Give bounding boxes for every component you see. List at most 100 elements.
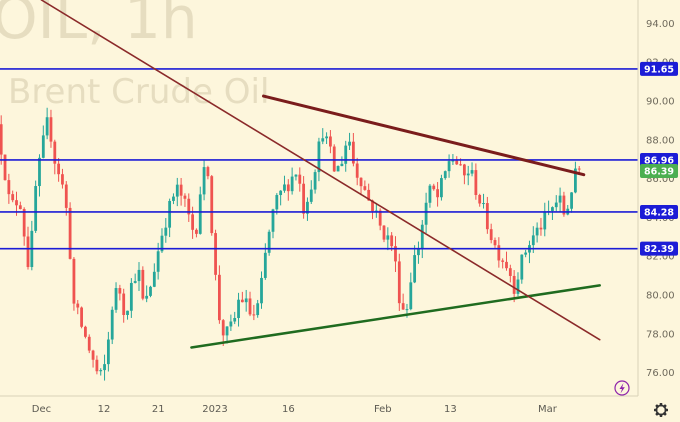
x-axis[interactable]: Dec 12 21 2023 16 Feb 13 Mar [32,404,558,415]
candle-body [129,282,133,311]
candle-body [53,141,57,164]
candle-body [72,258,76,304]
candle-body [34,186,38,231]
candle-body [68,207,72,259]
candle-body [175,184,179,197]
candle-body [225,326,229,336]
support-trendline[interactable] [190,284,601,349]
candle-body [279,190,283,196]
candle-body [474,170,478,196]
candle-body [302,183,306,214]
candle-body [482,203,485,205]
diagonal-trendline[interactable] [40,0,601,341]
candle-body [489,229,493,241]
candle-body [321,138,325,142]
candle-body [95,359,99,372]
candle-body [417,249,420,256]
candle-body [562,195,566,215]
candle-body [340,163,344,167]
x-tick-label: 12 [98,404,111,415]
y-tick-label: 94.00 [646,19,675,30]
candle-body [443,171,447,179]
candle-body [18,205,22,210]
candle-body [485,203,489,230]
candle-body [558,195,562,203]
candle-body [512,275,516,294]
candle-body [240,299,244,303]
level-price-badge [640,204,678,219]
y-tick-label: 88.00 [646,135,675,146]
x-tick-label: Feb [374,404,392,415]
candle-body [244,298,248,303]
candle-body [493,240,497,246]
candle-body [38,157,41,187]
candle-body [195,229,198,234]
candle-body [145,295,149,299]
candle-body [516,279,520,294]
candle-body [49,117,53,142]
candle-body [382,225,386,240]
y-tick-label: 78.00 [646,329,675,340]
x-tick-label: 16 [282,404,295,415]
level-price-label: 91.65 [644,64,674,75]
candle-body [531,235,535,246]
candle-body [179,184,183,196]
price-labels: 91.65 86.96 84.28 82.39 86.39 [640,61,678,256]
candle-body [424,202,428,225]
candle-body [41,135,45,158]
candle-body [455,160,459,165]
candle-body [256,303,260,316]
candle-body [267,231,271,253]
candle-body [309,189,313,202]
candle-body [397,261,401,304]
candle-body [401,303,405,310]
candle-body [313,172,317,190]
candle-body [344,145,348,164]
candle-body [351,141,355,164]
last-price-badge [640,164,678,179]
candle-body [374,210,378,212]
candle-body [428,185,432,203]
candle-body [110,309,114,340]
plot-area[interactable] [0,0,638,381]
candle-body [76,303,80,308]
y-tick-label: 80.00 [646,291,675,302]
candle-body [164,227,168,236]
candle-body [217,274,221,321]
candle-body [172,196,175,201]
candle-body [99,370,103,372]
candle-body [233,317,237,322]
level-price-badge [640,152,678,167]
candle-body [413,255,417,283]
candle-body [152,271,156,287]
candle-body [252,314,256,316]
candle-body [325,136,328,139]
settings-gear-icon[interactable] [654,403,668,417]
candle-body [118,288,122,294]
candle-body [359,177,363,187]
candle-body [306,201,309,214]
candle-body [183,195,187,199]
candle-body [459,164,462,166]
candle-body [371,200,374,212]
candle-body [520,254,524,280]
candle-body [466,173,470,176]
candle-body [202,167,206,195]
candle-body [436,189,439,198]
lightning-icon[interactable] [614,380,630,396]
candle-body [355,163,359,178]
y-tick-label: 76.00 [646,368,675,379]
candle-body [191,214,194,230]
candle-body [198,194,202,234]
candle-body [478,195,482,204]
candle-body [248,298,252,315]
candle-body [3,154,7,181]
candle-body [329,136,332,147]
candle-body [214,233,217,275]
candle-body [390,235,394,247]
candle-body [122,293,126,315]
candle-body [80,307,83,327]
resistance-trendline[interactable] [261,94,586,177]
